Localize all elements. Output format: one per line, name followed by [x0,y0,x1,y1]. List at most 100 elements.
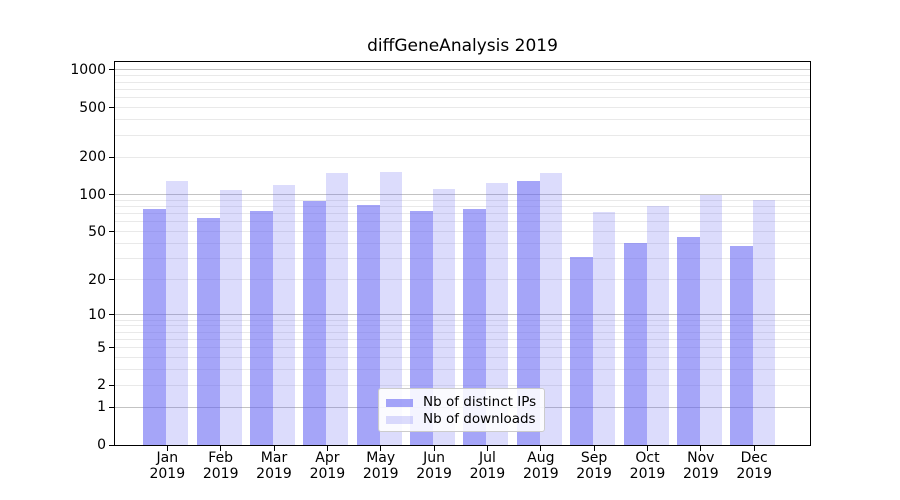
legend: Nb of distinct IPs Nb of downloads [378,388,545,432]
x-tick-label: Apr 2019 [309,450,346,482]
y-gridline [115,319,810,321]
y-tick-label: 20 [88,271,106,288]
y-gridline [115,384,810,386]
y-gridline [115,194,810,195]
bar-downloads [539,172,562,445]
x-tick-mark [380,446,382,451]
y-gridline [115,88,810,90]
legend-swatch-downloads [386,415,413,424]
y-gridline [115,314,810,316]
bar-downloads [379,172,402,445]
y-tick-label: 50 [88,223,106,240]
bar-downloads [753,200,776,445]
y-tick-label: 5 [97,339,106,356]
x-tick-label: Jun 2019 [416,450,452,482]
y-gridline [115,279,810,281]
y-gridline [115,75,810,77]
y-gridline [115,338,810,340]
y-gridline [115,134,810,136]
bar-distinct-ips [623,243,647,445]
y-gridline [115,156,810,158]
y-tick-label: 500 [79,99,106,116]
bar-downloads [646,205,669,445]
x-tick-mark [753,446,755,451]
x-tick-label: Sep 2019 [576,450,612,482]
y-gridline [115,325,810,327]
x-tick-label: Jul 2019 [469,450,506,482]
legend-swatch-distinct-ips [386,398,413,407]
bar-distinct-ips [676,237,700,445]
y-gridline [115,221,810,223]
y-tick-mark [109,347,115,349]
y-gridline [115,81,810,83]
y-tick-mark [109,231,115,233]
x-tick-label: Aug 2019 [522,450,559,482]
y-tick-mark [109,194,115,195]
x-tick-mark [700,446,702,451]
bar-distinct-ips [730,246,754,445]
x-tick-mark [593,446,595,451]
y-tick-label: 1000 [70,61,106,78]
y-tick-label: 100 [79,186,106,203]
y-gridline [115,369,810,371]
legend-item-distinct-ips: Nb of distinct IPs [386,395,536,410]
legend-label-downloads: Nb of downloads [423,411,536,427]
bar-downloads [593,212,616,445]
bar-distinct-ips [303,200,327,445]
x-tick-mark [647,446,648,451]
x-tick-label: Dec 2019 [736,450,772,482]
bar-downloads [486,182,509,445]
y-tick-mark [109,444,115,446]
bar-downloads [699,194,722,445]
x-tick-label: Oct 2019 [629,450,666,482]
chart-title: diffGeneAnalysis 2019 [367,36,558,56]
y-gridline [115,97,810,99]
y-tick-label: 2 [97,377,106,394]
bar-distinct-ips [250,210,273,445]
bar-distinct-ips [463,208,487,445]
x-tick-label: Nov 2019 [682,450,719,482]
bar-distinct-ips [196,217,220,445]
legend-item-downloads: Nb of downloads [386,412,536,427]
bar-downloads [273,185,295,445]
bar-downloads [166,181,189,445]
bar-distinct-ips [516,181,540,445]
legend-label-distinct-ips: Nb of distinct IPs [423,394,537,410]
y-tick-mark [109,406,115,408]
bar-downloads [433,189,456,445]
y-tick-mark [109,156,115,158]
bar-distinct-ips [143,209,167,445]
y-gridline [115,213,810,215]
y-tick-mark [109,384,115,386]
y-gridline [115,107,810,108]
y-gridline [115,119,810,121]
bar-distinct-ips [356,204,380,445]
y-gridline [115,357,810,359]
y-gridline [115,231,810,233]
y-gridline [115,258,810,260]
y-tick-label: 1 [97,399,106,416]
x-tick-label: Feb 2019 [202,450,239,482]
y-gridline [115,205,810,207]
x-tick-mark [166,446,168,451]
x-tick-mark [273,446,275,451]
y-tick-label: 200 [79,149,106,166]
y-tick-mark [109,279,115,281]
x-tick-mark [220,446,222,451]
y-tick-label: 10 [88,306,106,323]
bar-distinct-ips [570,256,594,445]
y-tick-mark [109,314,115,316]
bar-distinct-ips [410,210,434,445]
y-tick-mark [109,107,115,108]
x-tick-label: Mar 2019 [256,450,292,482]
y-gridline [115,347,810,349]
y-gridline [115,199,810,201]
y-gridline [115,331,810,333]
bar-downloads [326,172,349,445]
y-tick-label: 0 [97,437,106,453]
x-tick-label: Jan 2019 [149,450,186,482]
x-tick-label: May 2019 [362,450,399,482]
x-tick-mark [326,446,328,451]
x-tick-mark [433,446,435,451]
